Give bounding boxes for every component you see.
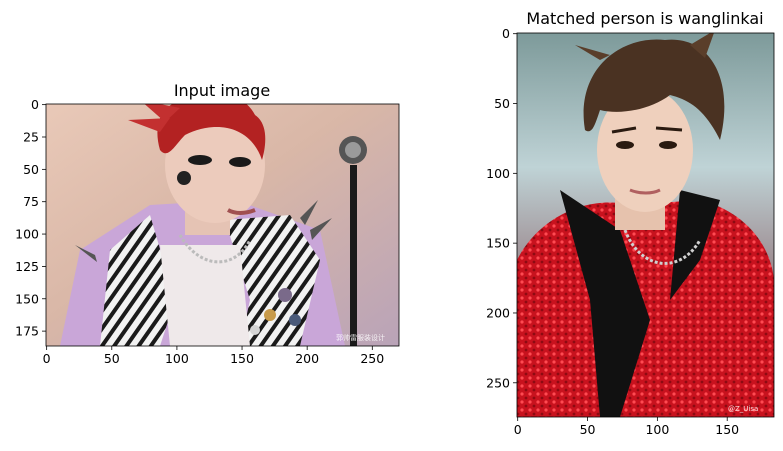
matched-ytick-label: 150 (486, 236, 510, 251)
matched-xtick-label: 100 (645, 422, 669, 437)
matched-ytick-label: 200 (486, 305, 510, 320)
input-ytick-label: 25 (23, 130, 39, 145)
matched-ytick-label: 0 (502, 26, 510, 41)
matched-xtick-label: 150 (715, 422, 739, 437)
svg-text:@Z_Uisa: @Z_Uisa (728, 405, 758, 413)
input-ytick-label: 150 (15, 291, 39, 306)
input-ytick-label: 125 (15, 259, 39, 274)
input-image-title: Input image (174, 81, 270, 100)
input-image: 郭帅雷服装设计 (46, 104, 399, 346)
input-image-axes-frame (45, 103, 400, 347)
input-ytick-label: 100 (15, 227, 39, 242)
input-xtick-label: 100 (165, 351, 189, 366)
matched-ytick-label: 50 (494, 96, 510, 111)
matched-xtick-label: 0 (514, 422, 522, 437)
input-ytick-label: 75 (23, 194, 39, 209)
input-image-ticks: 0 50 100 150 200 250 0 25 50 75 100 125 150 175 (15, 97, 384, 366)
input-ytick-label: 0 (31, 97, 39, 112)
matched-xtick-label: 50 (580, 422, 596, 437)
input-xtick-label: 250 (360, 351, 384, 366)
input-xtick-label: 0 (43, 351, 51, 366)
svg-text:郭帅雷服装设计: 郭帅雷服装设计 (336, 333, 385, 342)
matched-image-panel: Matched person is wanglinkai @Z_Uisa (486, 9, 775, 437)
matched-image-ticks: 0 50 100 150 0 50 100 150 200 250 (486, 26, 739, 437)
matched-ytick-label: 100 (486, 166, 510, 181)
input-ytick-label: 175 (15, 324, 39, 339)
matched-image-title: Matched person is wanglinkai (526, 9, 763, 28)
matched-image-axes-frame (516, 32, 775, 418)
matched-image: @Z_Uisa (517, 33, 774, 417)
input-xtick-label: 150 (230, 351, 254, 366)
input-xtick-label: 50 (104, 351, 120, 366)
input-xtick-label: 200 (295, 351, 319, 366)
input-image-panel: Input image (15, 81, 400, 366)
matched-ytick-label: 250 (486, 375, 510, 390)
input-ytick-label: 50 (23, 162, 39, 177)
